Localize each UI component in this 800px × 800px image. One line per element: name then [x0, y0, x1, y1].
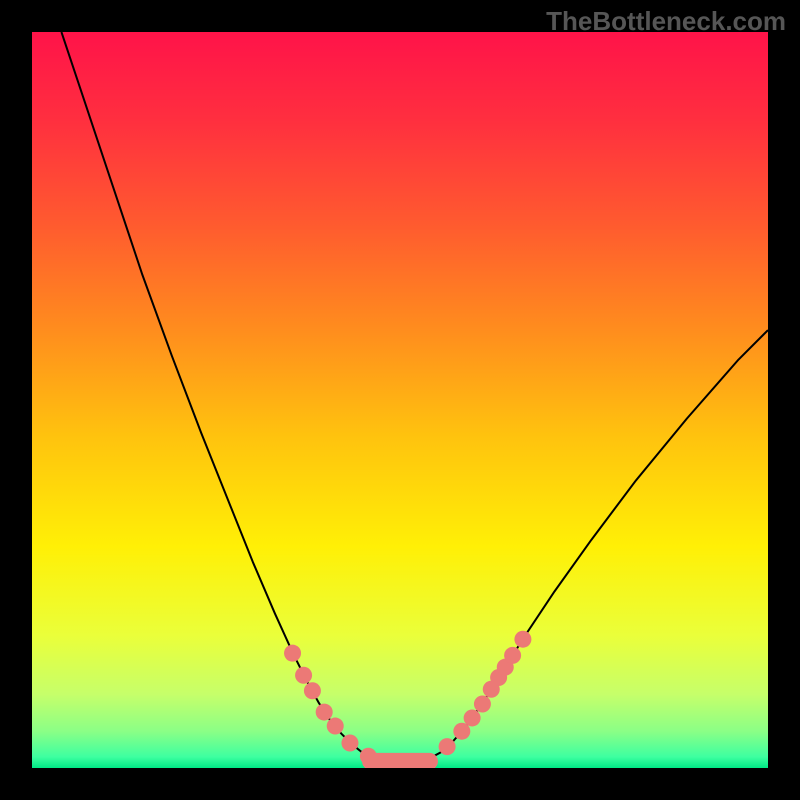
marker-dot — [474, 695, 491, 712]
plot-area — [32, 32, 768, 768]
marker-dot — [295, 667, 312, 684]
marker-dot — [304, 682, 321, 699]
stage: TheBottleneck.com — [0, 0, 800, 800]
marker-dot — [439, 738, 456, 755]
marker-dot — [514, 631, 531, 648]
marker-capsule — [362, 753, 438, 768]
marker-dot — [284, 645, 301, 662]
watermark-text: TheBottleneck.com — [546, 6, 786, 37]
bottleneck-chart — [32, 32, 768, 768]
marker-dot — [341, 734, 358, 751]
gradient-background — [32, 32, 768, 768]
marker-dot — [327, 718, 344, 735]
marker-dot — [316, 704, 333, 721]
marker-dot — [464, 709, 481, 726]
marker-dot — [504, 647, 521, 664]
